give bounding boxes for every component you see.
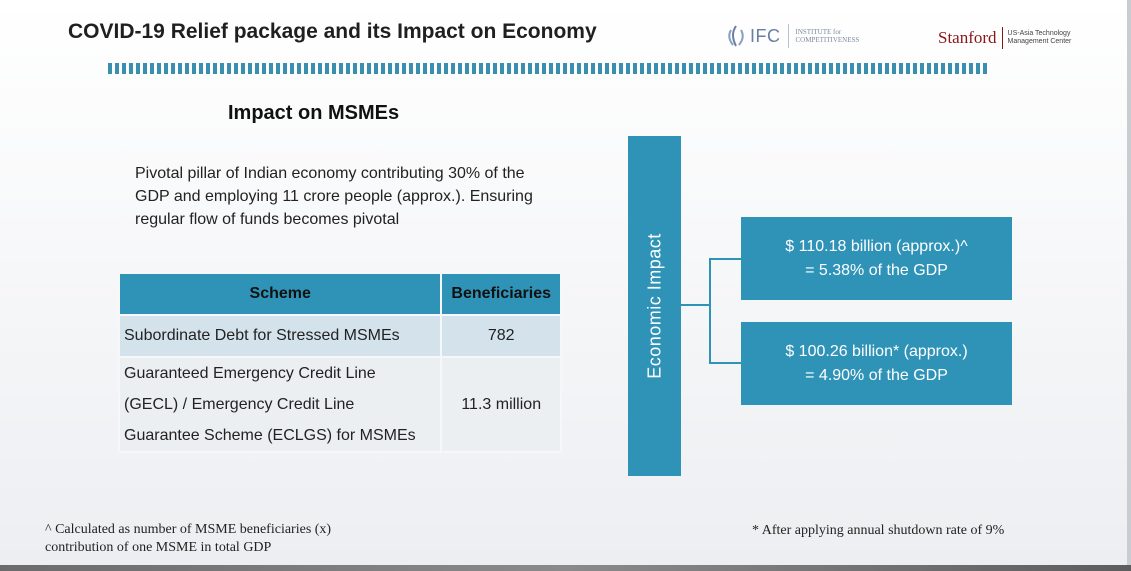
section-heading: Impact on MSMEs (228, 102, 400, 124)
bottom-band (0, 565, 1131, 571)
economic-impact-label: Economic Impact (644, 233, 665, 379)
stanford-tagline-line2: Management Center (1007, 38, 1072, 45)
stanford-logo: Stanford US-Asia Technology Management C… (938, 24, 1071, 52)
beneficiaries-cell: 11.3 million (440, 356, 562, 453)
economic-impact-bar (628, 136, 681, 476)
scheme-line: Guaranteed Emergency Credit Line (124, 365, 376, 382)
ifc-tagline-line1: INSTITUTE for (795, 28, 842, 36)
scheme-cell: Guaranteed Emergency Credit Line (GECL) … (117, 356, 443, 453)
header-scheme: Scheme (117, 272, 443, 316)
footnote-right: * After applying annual shutdown rate of… (752, 523, 1005, 538)
scheme-line: Guarantee Scheme (ECLGS) for MSMEs (124, 427, 416, 444)
footnote-left-line1: ^ Calculated as number of MSME beneficia… (45, 522, 332, 537)
footnote-left: ^ Calculated as number of MSME beneficia… (45, 521, 331, 557)
ifc-tagline-line2: COMPETITIVENESS (795, 36, 860, 44)
ifc-logo: IFC INSTITUTE for COMPETITIVENESS (726, 22, 859, 50)
slide-edge (1127, 0, 1131, 571)
ifc-leaf-icon (728, 25, 744, 47)
beneficiaries-cell: 782 (440, 314, 562, 358)
impact-box-2-value: $ 100.26 billion* (approx.) (785, 342, 968, 360)
scheme-cell: Subordinate Debt for Stressed MSMEs (117, 314, 443, 358)
scheme-line: (GECL) / Emergency Credit Line (124, 396, 355, 413)
impact-box-1-value: $ 110.18 billion (approx.)^ (785, 237, 968, 255)
stanford-tagline-line1: US-Asia Technology (1007, 30, 1071, 37)
header-beneficiaries: Beneficiaries (440, 272, 562, 316)
decorative-stripe (108, 63, 988, 74)
slide-title: COVID-19 Relief package and its Impact o… (68, 20, 597, 43)
impact-box-1-gdp: = 5.38% of the GDP (805, 261, 948, 279)
stanford-logo-tagline: US-Asia Technology Management Center (1008, 30, 1072, 46)
schemes-table: Scheme Beneficiaries Subordinate Debt fo… (117, 272, 562, 453)
table-row: Subordinate Debt for Stressed MSMEs 782 (117, 314, 562, 358)
connector-stem (681, 304, 710, 306)
stanford-logo-text: Stanford (938, 28, 997, 47)
impact-box-1: $ 110.18 billion (approx.)^ = 5.38% of t… (741, 217, 1012, 300)
intro-text: Pivotal pillar of Indian economy contrib… (135, 165, 533, 228)
table-header-row: Scheme Beneficiaries (117, 272, 562, 316)
impact-box-2: $ 100.26 billion* (approx.) = 4.90% of t… (741, 322, 1012, 405)
connector-top (709, 258, 741, 260)
table-row: Guaranteed Emergency Credit Line (GECL) … (117, 356, 562, 453)
connector-vertical (709, 258, 711, 363)
footnote-left-line2: contribution of one MSME in total GDP (45, 540, 272, 555)
ifc-logo-divider (787, 24, 789, 48)
impact-box-2-gdp: = 4.90% of the GDP (805, 366, 948, 384)
ifc-logo-tagline: INSTITUTE for COMPETITIVENESS (796, 28, 860, 44)
connector-bottom (709, 362, 741, 364)
stanford-logo-divider (1001, 27, 1003, 49)
ifc-logo-text: IFC (750, 25, 781, 46)
